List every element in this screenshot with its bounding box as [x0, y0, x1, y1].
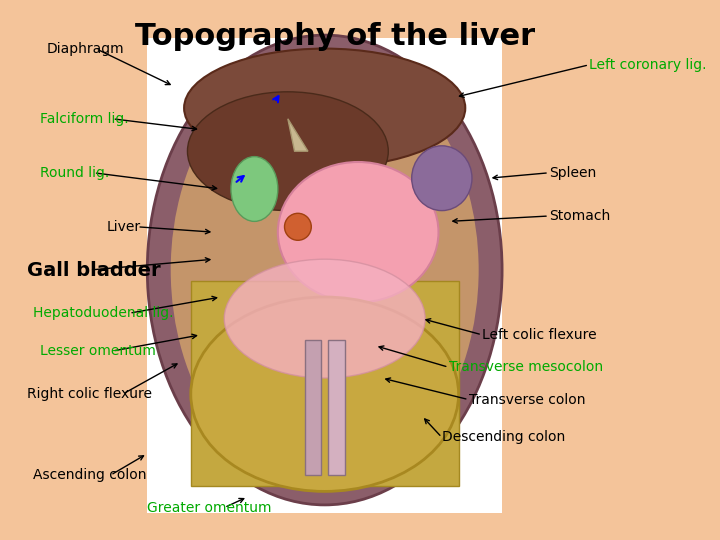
Text: Transverse mesocolon: Transverse mesocolon	[449, 360, 603, 374]
Ellipse shape	[412, 146, 472, 211]
Ellipse shape	[171, 54, 479, 486]
Ellipse shape	[187, 92, 388, 211]
Ellipse shape	[191, 297, 459, 491]
Ellipse shape	[184, 49, 465, 167]
Text: Stomach: Stomach	[549, 209, 611, 223]
Text: Hepatoduodenal lig.: Hepatoduodenal lig.	[33, 306, 174, 320]
Bar	[191, 281, 459, 486]
Text: Ascending colon: Ascending colon	[33, 468, 147, 482]
Ellipse shape	[224, 259, 425, 378]
Text: Spleen: Spleen	[549, 166, 596, 180]
Text: Gall bladder: Gall bladder	[27, 260, 161, 280]
Ellipse shape	[284, 213, 311, 240]
Text: Liver: Liver	[107, 220, 141, 234]
Text: Falciform lig.: Falciform lig.	[40, 112, 129, 126]
Ellipse shape	[148, 35, 502, 505]
Bar	[305, 340, 321, 475]
Polygon shape	[288, 119, 308, 151]
Bar	[148, 38, 502, 513]
Text: Left colic flexure: Left colic flexure	[482, 328, 597, 342]
Ellipse shape	[278, 162, 438, 302]
Text: Greater omentum: Greater omentum	[148, 501, 271, 515]
Text: Lesser omentum: Lesser omentum	[40, 344, 156, 358]
Ellipse shape	[231, 157, 278, 221]
Bar	[328, 340, 345, 475]
Text: Descending colon: Descending colon	[442, 430, 565, 444]
Text: Right colic flexure: Right colic flexure	[27, 387, 152, 401]
Text: Diaphragm: Diaphragm	[47, 42, 125, 56]
Text: Left coronary lig.: Left coronary lig.	[589, 58, 706, 72]
Text: Topography of the liver: Topography of the liver	[135, 22, 535, 51]
Text: Round lig.: Round lig.	[40, 166, 109, 180]
Text: Transverse colon: Transverse colon	[469, 393, 585, 407]
